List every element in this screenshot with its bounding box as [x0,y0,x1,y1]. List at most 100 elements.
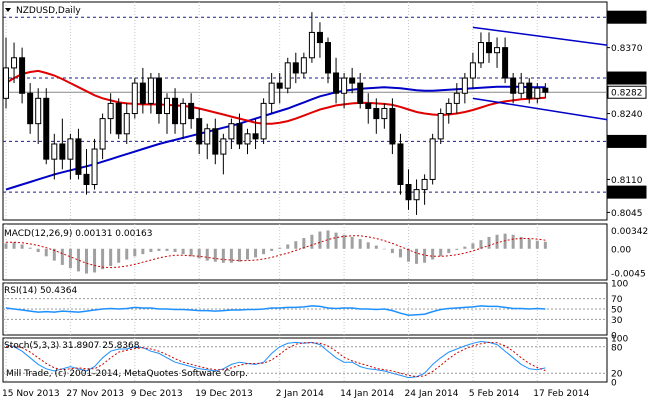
macd-histogram-bar [246,248,249,260]
macd-histogram-bar [28,247,32,249]
macd-histogram-bar [4,243,8,249]
macd-histogram-bar [133,248,137,257]
time-tick-label: 15 Nov 2013 [2,389,60,399]
candle-body [300,57,307,74]
candle-body [389,107,396,145]
candle-body [534,87,541,99]
candle-body [75,138,82,175]
candle-body [236,123,243,145]
candle-body [502,47,509,79]
candle-body [164,97,170,115]
macd-histogram-bar [503,233,507,249]
macd-histogram-bar [93,248,97,273]
macd-histogram-bar [76,248,80,272]
rsi-tick-label: 100 [611,280,628,290]
time-tick-label: 2 Jan 2014 [276,389,324,399]
candle-body [27,92,34,125]
macd-histogram-bar [213,248,217,262]
candle-body [3,67,9,99]
price-axis: 0.8430 0.8370 0.8310 0.8282 0.8240 0.8185 0.81… [607,10,647,219]
macd-title: MACD(12,26,9) 0.00131 0.00163 [4,229,153,239]
macd-histogram-bar [423,248,427,263]
price-tick-label: 0.8240 [611,110,643,120]
candle-body [115,102,122,135]
macd-histogram-bar [455,248,459,250]
candle-body [123,113,130,135]
macd-histogram-bar [342,234,346,249]
stoch-tick-label: 80 [611,343,623,353]
macd-histogram-bar [511,234,515,249]
macd-histogram-bar [165,248,169,251]
candle-body [445,102,452,115]
time-tick-label: 14 Jan 2014 [340,389,394,399]
candle-body [542,87,549,93]
macd-histogram-bar [519,236,523,249]
macd-histogram-bar [52,248,56,261]
price-label-box [607,185,647,199]
candle-body [469,62,476,79]
price-levels [3,16,607,193]
candle-body [429,138,436,180]
price-tick-label: 0.8310 [611,75,643,85]
candle-body [139,82,146,104]
macd-histogram-bar [374,245,378,249]
macd-histogram-bar [189,248,193,257]
dropdown-triangle-icon[interactable] [5,8,11,12]
candle-body [131,82,138,115]
copyright-text: Mill Trade, (c) 2001-2014, MetaQuotes So… [6,369,248,379]
time-tick-label: 19 Dec 2013 [195,389,253,399]
candle-body [316,31,323,44]
time-tick-label: 24 Jan 2014 [405,389,459,399]
candle-body [357,82,364,104]
macd-histogram-bar [535,240,539,249]
macd-histogram-bar [318,231,322,249]
price-tick-label: 0.8430 [611,14,643,24]
candle-body [244,133,251,145]
candle-body [381,107,388,120]
candle-body [405,184,412,201]
macd-histogram-bar [237,248,241,262]
macd-histogram-bar [12,242,16,249]
price-label-box [607,134,647,148]
candle-body [284,62,291,89]
candle-body [228,123,235,140]
price-tick-label: 0.8045 [611,209,643,219]
candle-body [341,77,348,94]
macd-histogram-bar [407,248,410,262]
candle-body [461,77,468,94]
price-tick-label: 0.8282 [611,89,643,99]
macd-histogram-bar [125,248,129,260]
macd-histogram-bar [221,248,225,263]
candle-body [43,97,50,160]
channel-lower-line [472,97,608,121]
macd-histogram-bar [149,248,153,252]
macd-histogram-bar [495,234,499,249]
candle-body [397,143,404,186]
candle-body [268,82,275,104]
price-label-box [607,71,647,85]
macd-histogram-bar [366,242,370,249]
candle-body [260,102,267,140]
macd-histogram-bar [85,248,88,274]
time-tick-label: 17 Feb 2014 [533,389,589,399]
macd-histogram-bar [543,241,547,249]
rsi-title: RSI(14) 50.4364 [4,286,77,296]
macd-histogram-bar [286,244,290,249]
candle-body [453,92,460,104]
candle-body [99,118,106,150]
macd-histogram-bar [229,248,233,263]
macd-histogram-bar [310,234,314,249]
rsi-line [5,305,546,316]
macd-histogram-bar [527,239,531,249]
macd-histogram-bar [157,248,161,251]
candle-body [349,77,356,84]
time-tick-label: 9 Dec 2013 [131,389,183,399]
macd-histogram-bar [471,243,475,249]
candle-body [413,189,420,201]
macd-histogram-bar [431,248,435,260]
candle-body [180,102,187,125]
candle-body [212,128,219,155]
price-panel-frame [2,1,608,221]
